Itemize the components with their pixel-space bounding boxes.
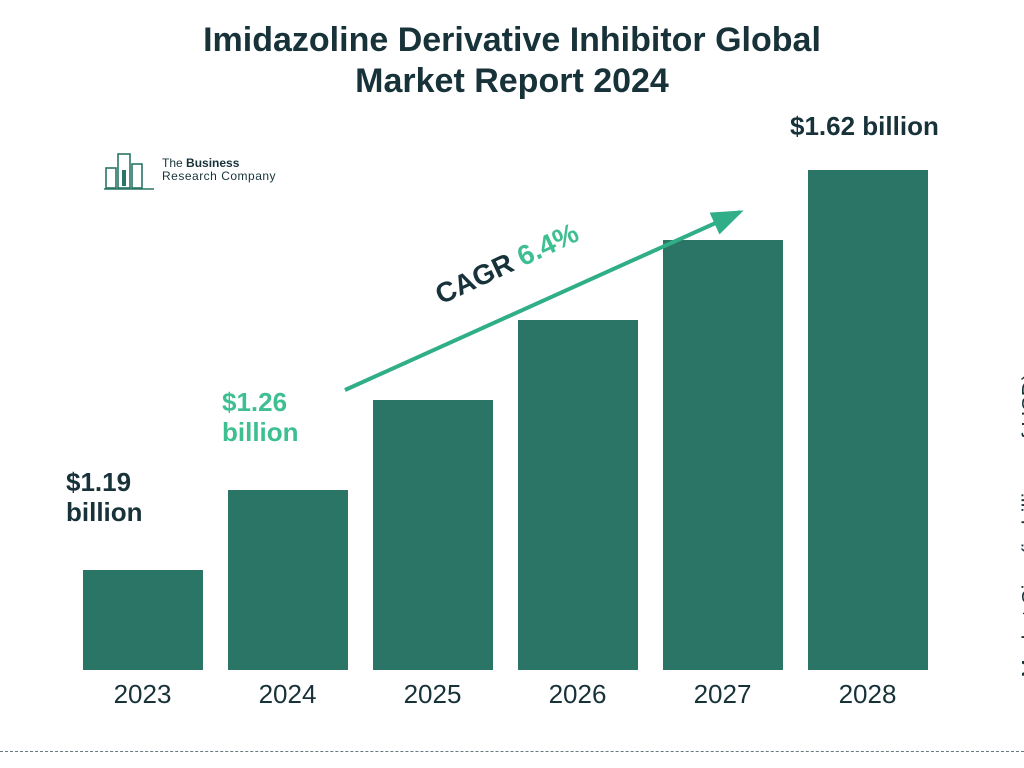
bar-col-2027 xyxy=(663,240,783,670)
value-label-2028-l1: $1.62 billion xyxy=(790,112,939,142)
bar-col-2024 xyxy=(228,490,348,670)
x-label-2: 2025 xyxy=(373,679,493,710)
x-label-4: 2027 xyxy=(663,679,783,710)
bar-chart: 2023 2024 2025 2026 2027 2028 xyxy=(60,140,950,710)
value-label-2024: $1.26 billion xyxy=(222,388,299,448)
bar-col-2026 xyxy=(518,320,638,670)
value-label-2028: $1.62 billion xyxy=(790,112,939,142)
bar-2026 xyxy=(518,320,638,670)
title-line-1: Imidazoline Derivative Inhibitor Global xyxy=(82,20,942,61)
x-label-5: 2028 xyxy=(808,679,928,710)
bar-2025 xyxy=(373,400,493,670)
value-label-2024-l2: billion xyxy=(222,418,299,448)
y-axis-label: Market Size (in billions of USD) xyxy=(1017,373,1024,677)
x-label-1: 2024 xyxy=(228,679,348,710)
value-label-2023: $1.19 billion xyxy=(66,468,143,528)
title-line-2: Market Report 2024 xyxy=(82,61,942,102)
bar-2024 xyxy=(228,490,348,670)
bar-2027 xyxy=(663,240,783,670)
footer-divider xyxy=(0,751,1024,752)
chart-title: Imidazoline Derivative Inhibitor Global … xyxy=(82,0,942,102)
bar-col-2028 xyxy=(808,170,928,670)
value-label-2024-l1: $1.26 xyxy=(222,388,299,418)
bar-col-2025 xyxy=(373,400,493,670)
x-label-0: 2023 xyxy=(83,679,203,710)
value-label-2023-l1: $1.19 xyxy=(66,468,143,498)
bars-container xyxy=(60,140,950,670)
bar-2023 xyxy=(83,570,203,670)
x-label-3: 2026 xyxy=(518,679,638,710)
bar-col-2023 xyxy=(83,570,203,670)
bar-2028 xyxy=(808,170,928,670)
value-label-2023-l2: billion xyxy=(66,498,143,528)
x-axis-labels: 2023 2024 2025 2026 2027 2028 xyxy=(60,679,950,710)
